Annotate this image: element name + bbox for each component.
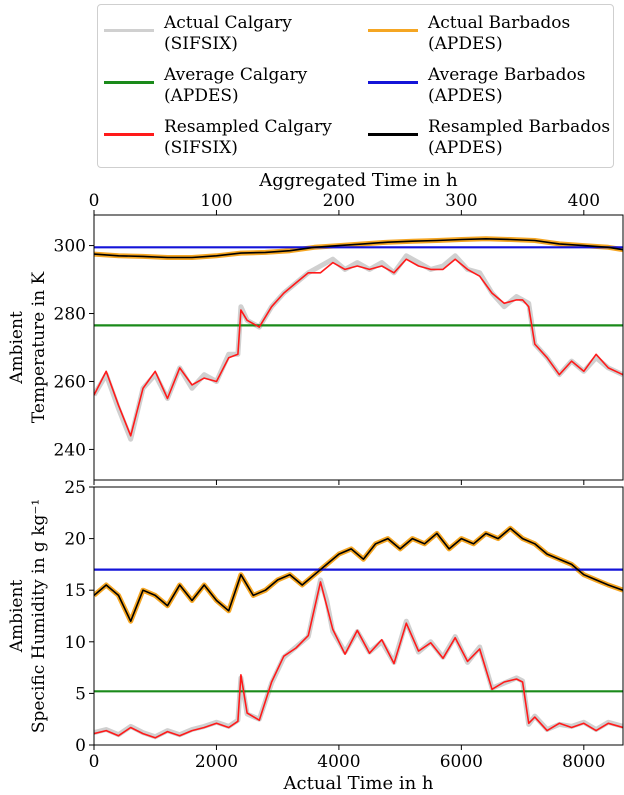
legend-swatch (368, 133, 418, 136)
legend-swatch (104, 81, 154, 84)
series-line-actual-calgary-sifsix (94, 577, 623, 740)
plot-humidity: 0 5 10 15 20 25 Ambient Specific Humidity in g … (7, 478, 624, 794)
legend-item-resampled-barbados: Resampled Barbados (APDES) (368, 117, 610, 159)
y-tick-label: 280 (54, 305, 86, 325)
y-tick-label: 0 (75, 736, 86, 756)
top-x-tick-label: 400 (568, 191, 600, 211)
series-line-resampled-calgary-sifsix (94, 258, 623, 437)
plot-frame (93, 486, 624, 746)
top-x-tick-label: 300 (445, 191, 477, 211)
y-tick-label: 260 (54, 372, 86, 392)
legend-item-resampled-calgary: Resampled Calgary (SIFSIX) (104, 117, 332, 159)
series-line-resampled-barbados-apdes (94, 527, 623, 623)
legend-swatch (368, 81, 418, 84)
legend-label: Average Calgary (APDES) (164, 65, 308, 106)
legend-item-average-barbados: Average Barbados (APDES) (368, 65, 585, 107)
x-tick-label: 6000 (440, 752, 483, 772)
legend-label: Actual Calgary (SIFSIX) (164, 13, 292, 54)
legend-item-actual-barbados: Actual Barbados (APDES) (368, 13, 570, 55)
series-line-actual-barbados-apdes (94, 525, 623, 624)
legend: Actual Calgary (SIFSIX) Average Calgary … (97, 4, 614, 168)
legend-label: Average Barbados (APDES) (428, 65, 586, 106)
y-axis-label-line2: Specific Humidity in g kg⁻¹ (29, 499, 49, 733)
plot-temperature: 240 260 280 300 Ambient Temperature in K 0 100 2… (7, 170, 624, 485)
legend-item-average-calgary: Average Calgary (APDES) (104, 65, 307, 107)
series-line-actual-calgary-sifsix (94, 253, 623, 442)
top-x-axis-label: Aggregated Time in h (258, 170, 458, 191)
legend-label: Resampled Barbados (APDES) (428, 117, 611, 158)
y-axis-label-line2: Temperature in K (29, 272, 49, 424)
top-x-tick-label: 100 (200, 191, 232, 211)
x-tick-label: 0 (89, 752, 100, 772)
y-tick-label: 300 (54, 237, 86, 257)
x-axis-label: Actual Time in h (283, 773, 434, 794)
y-tick-label: 5 (75, 684, 86, 704)
y-tick-label: 20 (64, 530, 86, 550)
legend-label: Actual Barbados (APDES) (428, 13, 571, 54)
y-axis-label-line1: Ambient (7, 580, 27, 654)
plot-frame (93, 214, 624, 481)
x-tick-label: 4000 (317, 752, 360, 772)
legend-label: Resampled Calgary (SIFSIX) (164, 117, 332, 158)
series-line-resampled-calgary-sifsix (94, 581, 623, 739)
top-x-tick-label: 0 (89, 191, 100, 211)
y-tick-label: 15 (64, 581, 86, 601)
legend-swatch (104, 29, 154, 32)
y-tick-label: 25 (64, 478, 86, 498)
top-x-tick-label: 200 (323, 191, 355, 211)
x-tick-label: 2000 (195, 752, 238, 772)
x-tick-label: 8000 (562, 752, 605, 772)
y-tick-label: 10 (64, 633, 86, 653)
y-axis-label-line1: Ambient (7, 311, 27, 385)
legend-item-actual-calgary: Actual Calgary (SIFSIX) (104, 13, 292, 55)
series-group (94, 525, 623, 740)
legend-swatch (368, 29, 418, 32)
y-tick-label: 240 (54, 440, 86, 460)
series-line-resampled-barbados-apdes (94, 238, 623, 259)
legend-swatch (104, 133, 154, 136)
series-group (94, 236, 623, 442)
